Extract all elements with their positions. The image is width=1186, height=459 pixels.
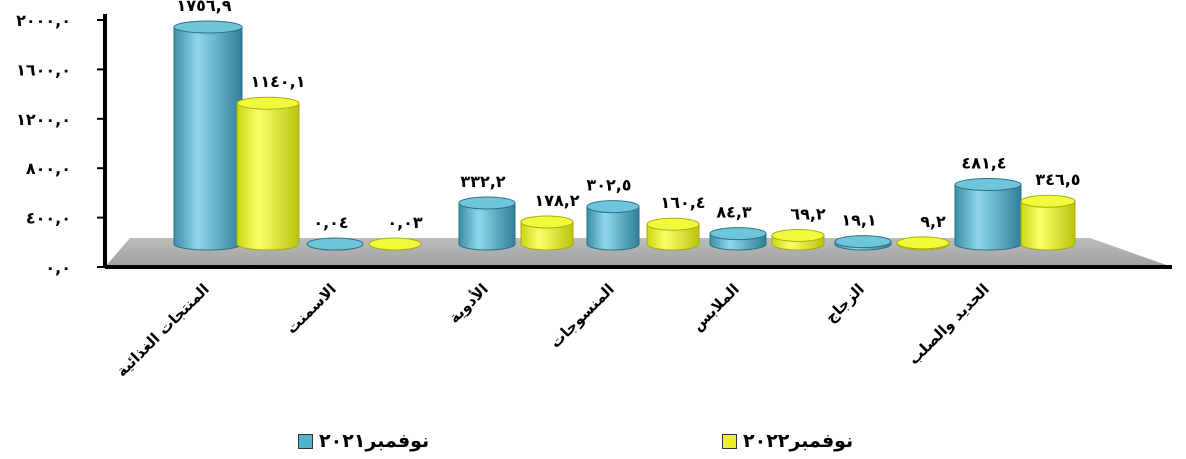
y-tick-label: ٠,٠ (45, 258, 71, 277)
data-label: ٣٤٦,٥ (1035, 170, 1080, 189)
y-tick-label: ١٦٠٠,٠ (16, 60, 71, 79)
category-label: الأدوية (445, 280, 492, 327)
legend-swatch-2021 (298, 433, 313, 449)
bar-body (458, 202, 516, 251)
bar-top (586, 200, 640, 214)
bar-2021-3 (586, 200, 640, 251)
bar-top (834, 235, 892, 249)
legend-item-2022: نوفمبر٢٠٢٢ (722, 430, 853, 452)
bars-layer (173, 20, 1076, 251)
legend-label-2022: نوفمبر٢٠٢٢ (743, 430, 854, 452)
chart-svg: ٠,٠ ٤٠٠,٠ ٨٠٠,٠ ١٢٠٠,٠ ١٦٠٠,٠ ٢٠٠٠,٠ ١٧٥٦,٩ ١١… (16, 0, 1172, 380)
category-label: الزجاج (822, 280, 868, 326)
y-tick-label: ٤٠٠,٠ (26, 209, 71, 228)
y-tick-label: ٨٠٠,٠ (26, 159, 71, 178)
data-label: ٨٤,٣ (716, 203, 752, 222)
data-label: ٣٣٢,٢ (460, 172, 505, 191)
category-label: الملابس (688, 280, 742, 334)
bar-2021-4 (709, 227, 767, 251)
bar-2022-0 (236, 96, 300, 251)
bar-top (368, 237, 422, 251)
bar-2021-6 (954, 178, 1022, 251)
bar-top (646, 217, 700, 231)
data-label: ١٧٨,٢ (534, 191, 579, 210)
bar-body (646, 223, 700, 251)
bar-2022-2 (520, 215, 574, 251)
bar-body (173, 26, 243, 251)
bar-top (709, 227, 767, 241)
bar-top (1020, 194, 1076, 208)
bar-body (586, 206, 640, 251)
bar-top (954, 178, 1022, 192)
bar-2022-3 (646, 217, 700, 251)
category-label: الاسمنت (282, 280, 339, 337)
bar-body (236, 102, 300, 251)
legend-item-2021: نوفمبر٢٠٢١ (298, 430, 429, 452)
bar-top (173, 20, 243, 34)
legend-swatch-2022 (722, 433, 737, 449)
legend-label-2021: نوفمبر٢٠٢١ (319, 430, 430, 452)
bar-top (520, 215, 574, 229)
category-label: الحديد والصلب (905, 280, 993, 368)
bar-top (896, 236, 950, 250)
bar-2021-1 (306, 237, 364, 251)
y-tick-label: ٢٠٠٠,٠ (16, 11, 71, 30)
bar-2022-1 (368, 237, 422, 251)
bar-2022-4 (771, 228, 825, 251)
bar-2022-5 (896, 236, 950, 251)
bar-2021-2 (458, 196, 516, 251)
data-label: ١٦٠,٤ (660, 193, 705, 212)
bar-top (771, 228, 825, 242)
bar-top (236, 96, 300, 110)
category-label: المنسوجات (546, 280, 618, 352)
bar-top (306, 237, 364, 251)
data-label: ١٧٥٦,٩ (177, 0, 232, 15)
category-label: المنتجات الغذائية (113, 280, 213, 380)
data-label: ١٩,١ (841, 211, 876, 230)
data-label: ٠,٠٤ (313, 213, 348, 232)
data-label: ٦٩,٢ (790, 204, 826, 223)
bar-2021-0 (173, 20, 243, 251)
data-label: ١١٤٠,١ (251, 72, 306, 91)
bar-body (954, 184, 1022, 251)
data-label: ٤٨١,٤ (961, 154, 1006, 173)
bar-2021-5 (834, 235, 892, 251)
bar-top (458, 196, 516, 210)
bar-body (1020, 200, 1076, 251)
y-tick-label: ١٢٠٠,٠ (16, 110, 71, 129)
data-label: ٣٠٢,٥ (586, 176, 631, 195)
bar-2022-6 (1020, 194, 1076, 251)
data-label: ٩,٢ (920, 212, 946, 231)
bar-body (520, 221, 574, 251)
data-label: ٠,٠٣ (387, 213, 423, 232)
